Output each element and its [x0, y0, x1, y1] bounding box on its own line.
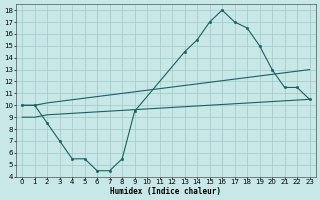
X-axis label: Humidex (Indice chaleur): Humidex (Indice chaleur): [110, 187, 221, 196]
